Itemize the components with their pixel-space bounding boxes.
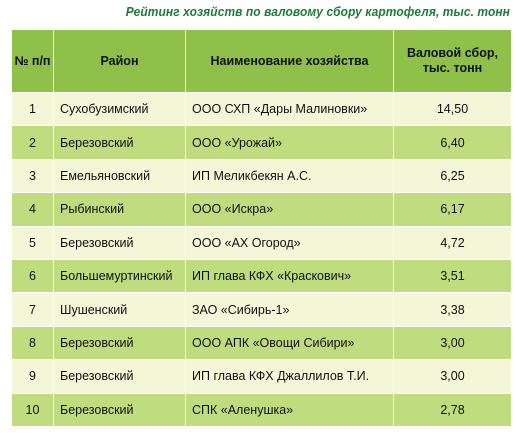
cell-district: Емельяновский: [53, 158, 186, 194]
cell-district: Березовский: [53, 325, 186, 361]
cell-district: Шушенский: [53, 292, 186, 327]
cell-num: 6: [11, 258, 54, 294]
cell-value: 6,25: [393, 158, 512, 194]
rating-table: № п/п Район Наименование хозяйства Валов…: [11, 29, 512, 427]
cell-farm: ИП глава КФХ Джаллилов Т.И.: [185, 359, 394, 394]
header-district: Район: [53, 29, 186, 93]
table-title: Рейтинг хозяйств по валовому сбору карто…: [125, 4, 510, 19]
cell-farm: ИП глава КФХ «Краскович»: [185, 258, 394, 294]
cell-district: Березовский: [53, 392, 186, 427]
cell-value: 14,50: [393, 91, 512, 127]
cell-district: Большемуртинский: [53, 258, 186, 294]
cell-num: 1: [11, 91, 54, 127]
table-row: 3 Емельяновский ИП Меликбекян А.С. 6,25: [11, 158, 512, 194]
cell-district: Березовский: [53, 225, 186, 260]
table-row: 10 Березовский СПК «Аленушка» 2,78: [11, 392, 512, 427]
cell-value: 3,38: [393, 292, 512, 327]
cell-value: 3,00: [393, 359, 512, 394]
cell-num: 4: [11, 192, 54, 227]
cell-value: 6,17: [393, 192, 512, 227]
cell-value: 3,51: [393, 258, 512, 294]
table-row: 9 Березовский ИП глава КФХ Джаллилов Т.И…: [11, 359, 512, 394]
cell-district: Березовский: [53, 359, 186, 394]
cell-num: 10: [11, 392, 54, 427]
cell-district: Сухобузимский: [53, 91, 186, 127]
cell-value: 4,72: [393, 225, 512, 260]
cell-value: 6,40: [393, 125, 512, 160]
cell-num: 3: [11, 158, 54, 194]
cell-value: 2,78: [393, 392, 512, 427]
cell-district: Березовский: [53, 125, 186, 160]
header-num: № п/п: [11, 29, 54, 93]
table-header-row: № п/п Район Наименование хозяйства Валов…: [11, 29, 512, 93]
cell-district: Рыбинский: [53, 192, 186, 227]
cell-num: 2: [11, 125, 54, 160]
cell-farm: ООО «АХ Огород»: [185, 225, 394, 260]
cell-farm: ООО «Урожай»: [185, 125, 394, 160]
cell-farm: СПК «Аленушка»: [185, 392, 394, 427]
header-value: Валовой сбор, тыс. тонн: [393, 29, 512, 93]
table-row: 6 Большемуртинский ИП глава КФХ «Красков…: [11, 258, 512, 294]
table-row: 5 Березовский ООО «АХ Огород» 4,72: [11, 225, 512, 260]
cell-farm: ООО СХП «Дары Малиновки»: [185, 91, 394, 127]
cell-num: 7: [11, 292, 54, 327]
header-farm: Наименование хозяйства: [185, 29, 394, 93]
cell-value: 3,00: [393, 325, 512, 361]
cell-num: 5: [11, 225, 54, 260]
cell-farm: ООО АПК «Овощи Сибири»: [185, 325, 394, 361]
table-row: 8 Березовский ООО АПК «Овощи Сибири» 3,0…: [11, 325, 512, 361]
table-row: 7 Шушенский ЗАО «Сибирь-1» 3,38: [11, 292, 512, 327]
cell-num: 9: [11, 359, 54, 394]
table-row: 4 Рыбинский ООО «Искра» 6,17: [11, 192, 512, 227]
cell-farm: ИП Меликбекян А.С.: [185, 158, 394, 194]
cell-num: 8: [11, 325, 54, 361]
cell-farm: ООО «Искра»: [185, 192, 394, 227]
cell-farm: ЗАО «Сибирь-1»: [185, 292, 394, 327]
table-row: 1 Сухобузимский ООО СХП «Дары Малиновки»…: [11, 91, 512, 127]
table-row: 2 Березовский ООО «Урожай» 6,40: [11, 125, 512, 160]
